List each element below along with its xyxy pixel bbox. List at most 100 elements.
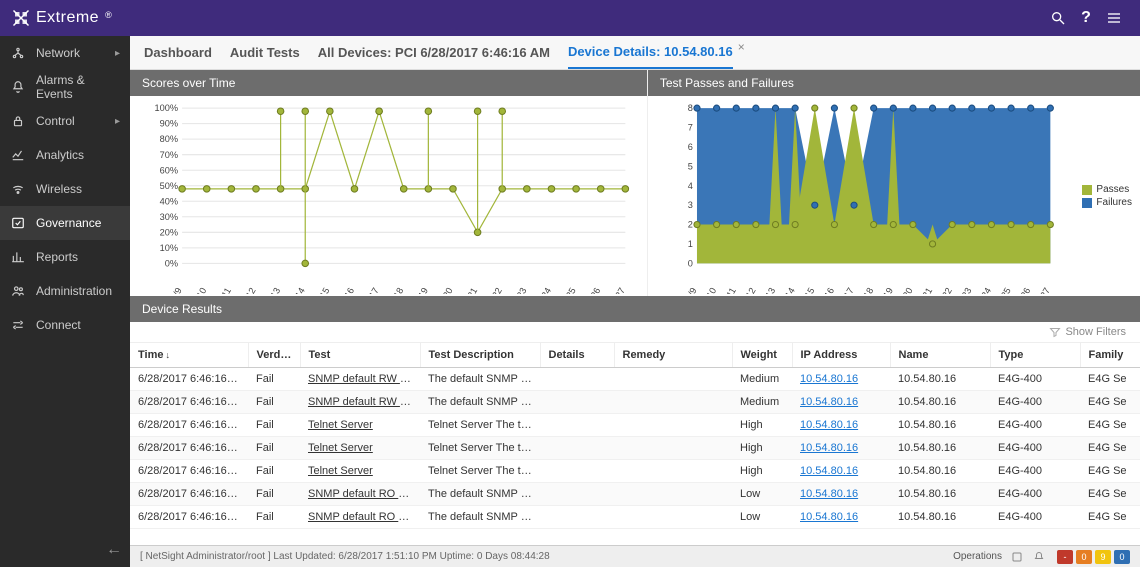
bell-icon <box>10 79 26 95</box>
column-header-details[interactable]: Details <box>540 343 614 368</box>
column-header-weight[interactable]: Weight <box>732 343 792 368</box>
table-row[interactable]: 6/28/2017 6:46:16 AMFailSNMP default RW … <box>130 391 1140 414</box>
svg-text:50%: 50% <box>160 181 178 191</box>
chevron-right-icon: ▸ <box>115 48 120 59</box>
cell-ip[interactable]: 10.54.80.16 <box>792 460 890 483</box>
tab-0[interactable]: Dashboard <box>144 45 212 68</box>
brand-trademark: ® <box>105 10 112 20</box>
column-header-family[interactable]: Family <box>1080 343 1140 368</box>
cell-family: E4G Se <box>1080 368 1140 391</box>
svg-text:6/10: 6/10 <box>701 286 719 294</box>
column-header-name[interactable]: Name <box>890 343 990 368</box>
cell-test[interactable]: Telnet Server <box>300 460 420 483</box>
passfail-legend: PassesFailures <box>1082 182 1132 210</box>
cell-family: E4G Se <box>1080 391 1140 414</box>
scores-chart: 0%10%20%30%40%50%60%70%80%90%100%6/96/10… <box>136 102 641 294</box>
legend-item-passes: Passes <box>1082 184 1132 195</box>
svg-text:6/27: 6/27 <box>609 286 627 294</box>
column-header-verdict[interactable]: Verdict <box>248 343 300 368</box>
sidebar-item-control[interactable]: Control ▸ <box>0 104 130 138</box>
table-row[interactable]: 6/28/2017 6:46:16 AMFailTelnet ServerTel… <box>130 414 1140 437</box>
sidebar-item-network[interactable]: Network ▸ <box>0 36 130 70</box>
sidebar-item-governance[interactable]: Governance <box>0 206 130 240</box>
table-row[interactable]: 6/28/2017 6:46:16 AMFailSNMP default RO … <box>130 483 1140 506</box>
table-row[interactable]: 6/28/2017 6:46:16 AMFailTelnet ServerTel… <box>130 437 1140 460</box>
tab-1[interactable]: Audit Tests <box>230 45 300 68</box>
svg-text:80%: 80% <box>160 134 178 144</box>
cell-name: 10.54.80.16 <box>890 391 990 414</box>
cell-type: E4G-400 <box>990 368 1080 391</box>
svg-text:6/17: 6/17 <box>363 286 381 294</box>
column-header-remedy[interactable]: Remedy <box>614 343 732 368</box>
svg-text:0: 0 <box>688 258 693 268</box>
table-row[interactable]: 6/28/2017 6:46:16 AMFailTelnet ServerTel… <box>130 460 1140 483</box>
table-row[interactable]: 6/28/2017 6:46:16 AMFailSNMP default RO … <box>130 506 1140 529</box>
statusbar: [ NetSight Administrator/root ] Last Upd… <box>130 545 1140 567</box>
svg-text:6/13: 6/13 <box>759 286 777 294</box>
sidebar-item-alarms-events[interactable]: Alarms & Events <box>0 70 130 104</box>
sidebar-item-connect[interactable]: Connect <box>0 308 130 342</box>
svg-text:0%: 0% <box>165 258 178 268</box>
sidebar-item-label: Connect <box>36 318 81 332</box>
cell-test[interactable]: SNMP default RO co... <box>300 483 420 506</box>
operations-tasks-icon[interactable] <box>1010 550 1024 564</box>
cell-test[interactable]: SNMP default RW co... <box>300 368 420 391</box>
cell-ip[interactable]: 10.54.80.16 <box>792 391 890 414</box>
sidebar-item-administration[interactable]: Administration <box>0 274 130 308</box>
results-table: Time↓VerdictTestTest DescriptionDetailsR… <box>130 343 1140 529</box>
cell-name: 10.54.80.16 <box>890 437 990 460</box>
sidebar-item-label: Analytics <box>36 148 84 162</box>
svg-text:6/20: 6/20 <box>897 286 915 294</box>
sidebar-collapse-icon[interactable]: ← <box>106 541 122 559</box>
svg-text:6/25: 6/25 <box>995 286 1013 294</box>
cell-ip[interactable]: 10.54.80.16 <box>792 437 890 460</box>
cell-time: 6/28/2017 6:46:16 AM <box>130 506 248 529</box>
svg-text:10%: 10% <box>160 243 178 253</box>
table-row[interactable]: 6/28/2017 6:46:16 AMFailSNMP default RW … <box>130 368 1140 391</box>
status-badge-0[interactable]: - <box>1057 550 1073 564</box>
sidebar-item-analytics[interactable]: Analytics <box>0 138 130 172</box>
help-icon[interactable]: ? <box>1072 4 1100 32</box>
status-badge-3[interactable]: 0 <box>1114 550 1130 564</box>
column-header-type[interactable]: Type <box>990 343 1080 368</box>
column-header-ip-address[interactable]: IP Address <box>792 343 890 368</box>
cell-test[interactable]: SNMP default RO co... <box>300 506 420 529</box>
column-header-time[interactable]: Time↓ <box>130 343 248 368</box>
tab-3[interactable]: Device Details: 10.54.80.16× <box>568 44 733 69</box>
cell-family: E4G Se <box>1080 414 1140 437</box>
charts-row: Scores over Time 0%10%20%30%40%50%60%70%… <box>130 70 1140 296</box>
sidebar-item-wireless[interactable]: Wireless <box>0 172 130 206</box>
menu-icon[interactable] <box>1100 4 1128 32</box>
svg-text:6/12: 6/12 <box>240 286 258 294</box>
sidebar-item-reports[interactable]: Reports <box>0 240 130 274</box>
cell-name: 10.54.80.16 <box>890 460 990 483</box>
operations-link[interactable]: Operations <box>953 551 1002 562</box>
reports-icon <box>10 249 26 265</box>
svg-text:6/26: 6/26 <box>585 286 603 294</box>
cell-test[interactable]: Telnet Server <box>300 437 420 460</box>
passfail-chart: 0123456786/96/106/116/126/136/146/156/16… <box>654 102 1134 294</box>
filter-icon[interactable] <box>1049 326 1061 338</box>
cell-type: E4G-400 <box>990 391 1080 414</box>
status-badge-2[interactable]: 9 <box>1095 550 1111 564</box>
column-header-test[interactable]: Test <box>300 343 420 368</box>
cell-family: E4G Se <box>1080 483 1140 506</box>
cell-ip[interactable]: 10.54.80.16 <box>792 506 890 529</box>
cell-test[interactable]: Telnet Server <box>300 414 420 437</box>
svg-text:3: 3 <box>688 200 693 210</box>
alarms-bell-icon[interactable] <box>1032 550 1046 564</box>
cell-ip[interactable]: 10.54.80.16 <box>792 414 890 437</box>
show-filters-link[interactable]: Show Filters <box>1065 326 1126 338</box>
column-header-test-description[interactable]: Test Description <box>420 343 540 368</box>
tab-2[interactable]: All Devices: PCI 6/28/2017 6:46:16 AM <box>318 45 550 68</box>
cell-ip[interactable]: 10.54.80.16 <box>792 368 890 391</box>
cell-details <box>540 483 614 506</box>
cell-test[interactable]: SNMP default RW co... <box>300 391 420 414</box>
svg-text:6/9: 6/9 <box>169 286 184 294</box>
search-icon[interactable] <box>1044 4 1072 32</box>
cell-ip[interactable]: 10.54.80.16 <box>792 483 890 506</box>
cell-remedy <box>614 506 732 529</box>
close-icon[interactable]: × <box>738 40 745 54</box>
status-badge-1[interactable]: 0 <box>1076 550 1092 564</box>
svg-text:6/23: 6/23 <box>956 286 974 294</box>
